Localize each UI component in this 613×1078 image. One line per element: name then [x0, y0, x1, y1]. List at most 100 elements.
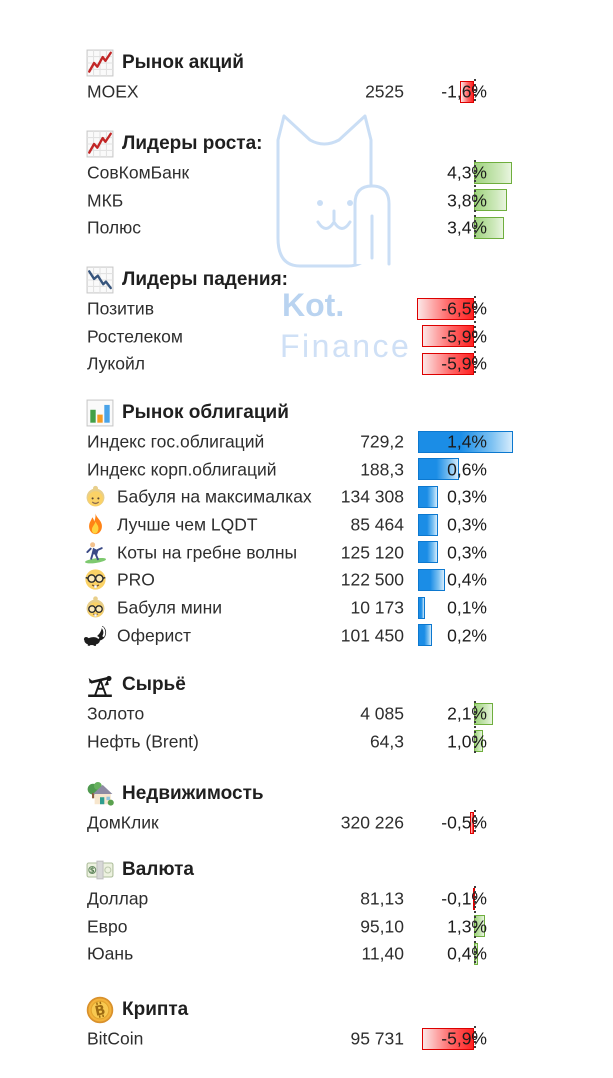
row-change: 0,2%	[447, 625, 487, 646]
row-value: 101 450	[340, 625, 404, 646]
change-bar	[418, 430, 514, 453]
row-label: Коты на гребне волны	[117, 542, 298, 563]
change-bar	[418, 485, 439, 508]
table-row: Индекс гос.облигаций 729,2 1,4%	[86, 428, 527, 456]
section-header: Рынок облигаций	[86, 398, 527, 428]
row-label: Позитив	[87, 298, 155, 319]
row-label: СовКомБанк	[87, 162, 190, 183]
section-header: Рынок акций	[86, 48, 527, 78]
table-row: Полюс 3,4%	[86, 214, 527, 242]
change-bar	[422, 352, 474, 375]
section-rows: BitCoin 95 731 -5,9%	[86, 1025, 527, 1053]
row-change: -6,5%	[441, 298, 487, 319]
section-rows: Доллар 81,13 -0,1% Евро 95,10 1,3% Юань 11,40 0,…	[86, 885, 527, 968]
section-title: Лидеры роста:	[122, 133, 263, 154]
section-title: Рынок облигаций	[122, 402, 289, 423]
zero-axis	[474, 701, 476, 754]
table-row: Бабуля мини 10 173 0,1%	[86, 594, 527, 622]
table-row: Доллар 81,13 -0,1%	[86, 885, 527, 913]
section-title: Валюта	[122, 859, 194, 880]
section-rows: MOEX 2525 -1,6%	[86, 78, 527, 106]
row-value: 729,2	[360, 431, 404, 452]
watermark-brand-top: Kot.	[282, 287, 344, 323]
row-label: Индекс корп.облигаций	[87, 459, 277, 480]
row-label: PRO	[117, 569, 155, 590]
row-value: 64,3	[369, 731, 404, 752]
row-change: -0,5%	[441, 812, 487, 833]
change-bar	[418, 624, 432, 647]
surfer-icon	[83, 540, 108, 565]
section-header: B Крипта	[86, 995, 527, 1025]
skunk-icon	[83, 623, 108, 648]
row-label: Полюс	[87, 217, 142, 238]
row-label: Юань	[87, 943, 134, 964]
section-title: Недвижимость	[122, 783, 264, 804]
table-row: Бабуля на максималках 134 308 0,3%	[86, 483, 527, 511]
row-change: -1,6%	[441, 81, 487, 102]
section-rows: Индекс гос.облигаций 729,2 1,4% Индекс корп…	[83, 428, 527, 650]
change-bar	[418, 458, 459, 481]
zero-axis	[474, 296, 476, 377]
row-change: 1,4%	[447, 431, 487, 452]
dollar-banknote-icon: $	[86, 856, 114, 884]
row-change: 4,3%	[447, 162, 487, 183]
change-bar	[418, 541, 439, 564]
row-label: Оферист	[117, 625, 192, 646]
table-row: Ростелеком -5,9%	[86, 323, 527, 351]
nerd-face-icon	[83, 567, 108, 592]
table-row: Золото 4 085 2,1%	[86, 700, 527, 728]
row-value: 95 731	[350, 1028, 404, 1049]
row-value: 188,3	[360, 459, 404, 480]
row-value: 10 173	[350, 597, 404, 618]
table-row: Оферист 101 450 0,2%	[83, 622, 527, 650]
row-change: 0,6%	[447, 459, 487, 480]
table-row: СовКомБанк 4,3%	[86, 159, 527, 187]
grandma-nerd-icon	[83, 595, 108, 620]
bitcoin-coin-icon: B	[86, 996, 114, 1024]
row-change: -5,9%	[441, 353, 487, 374]
row-label: Индекс гос.облигаций	[87, 431, 265, 452]
house-with-garden-icon	[86, 780, 114, 808]
section-gainers: Лидеры роста: СовКомБанк 4,3% МКБ 3,8% Полюс 3…	[86, 129, 527, 242]
row-change: 0,3%	[447, 514, 487, 535]
section-currency: $ Валюта Доллар 81,13 -0,1% Евро 95,10 1,3% Юань…	[86, 855, 527, 968]
change-bar	[422, 325, 474, 348]
change-bar	[459, 80, 474, 103]
row-value: 85 464	[350, 514, 404, 535]
chart-increasing-icon	[86, 130, 114, 158]
grandma-icon	[83, 484, 108, 509]
row-change: 0,4%	[447, 943, 487, 964]
section-header: $ Валюта	[86, 855, 527, 885]
row-label: Бабуля на максималках	[117, 486, 312, 507]
row-label: МКБ	[87, 190, 124, 211]
row-change: -5,9%	[441, 326, 487, 347]
section-stocks: Рынок акций MOEX 2525 -1,6%	[86, 48, 527, 106]
zero-axis	[474, 886, 476, 967]
row-change: 1,3%	[447, 916, 487, 937]
table-row: Лучше чем LQDT 85 464 0,3%	[86, 511, 527, 539]
section-rows: Золото 4 085 2,1% Нефть (Brent) 64,3 1,0%	[86, 700, 527, 755]
change-bar	[422, 1027, 474, 1050]
change-bar	[416, 297, 474, 320]
svg-text:$: $	[90, 867, 95, 875]
row-value: 122 500	[340, 569, 404, 590]
section-losers: Лидеры падения: Позитив -6,5% Ростелеком -5,…	[86, 265, 527, 378]
row-value: 2525	[365, 81, 404, 102]
table-row: Лукойл -5,9%	[86, 350, 527, 378]
change-bar	[469, 811, 474, 834]
table-row: Юань 11,40 0,4%	[86, 940, 527, 968]
table-row: Позитив -6,5%	[86, 295, 527, 323]
oil-pump-icon	[86, 671, 114, 699]
row-value: 125 120	[340, 542, 404, 563]
row-change: 1,0%	[447, 731, 487, 752]
section-title: Лидеры падения:	[122, 269, 288, 290]
chart-decreasing-icon	[86, 266, 114, 294]
section-header: Лидеры падения:	[86, 265, 527, 295]
section-bonds: Рынок облигаций Индекс гос.облигаций 729,2…	[83, 398, 527, 650]
zero-axis	[474, 1026, 476, 1051]
table-row: Нефть (Brent) 64,3 1,0%	[86, 728, 527, 756]
row-label: Лукойл	[87, 353, 146, 374]
kot-finance-watermark: Kot. Finance	[276, 114, 409, 364]
chart-increasing-icon	[86, 49, 114, 77]
